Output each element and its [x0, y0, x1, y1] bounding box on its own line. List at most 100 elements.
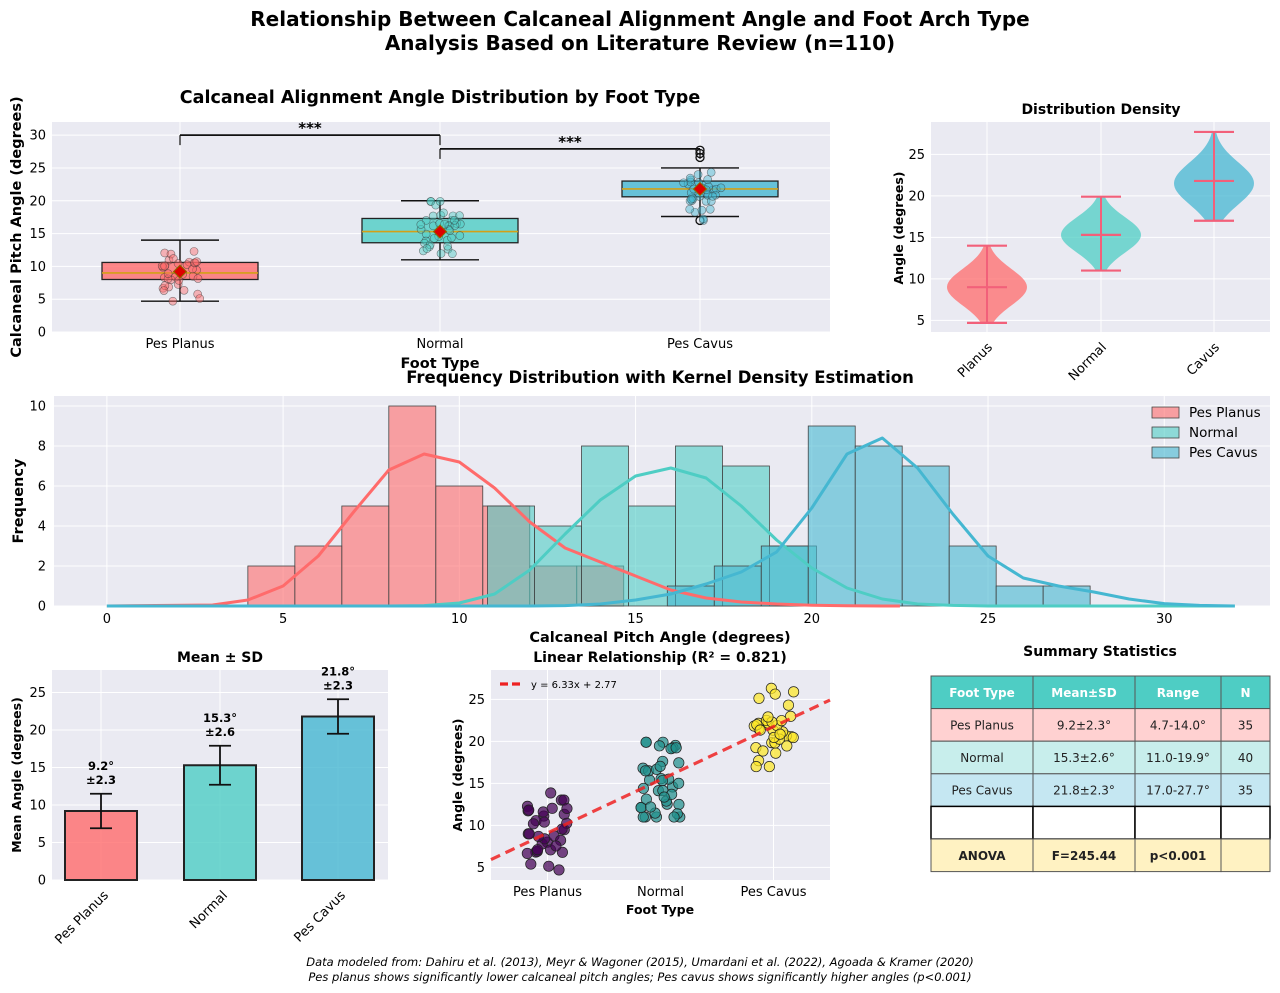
- table-cell-text: 35: [1238, 718, 1253, 732]
- scatter-point: [782, 699, 795, 711]
- y-tick-label: 10: [29, 799, 46, 814]
- table-header-cell-text: Mean±SD: [1051, 686, 1116, 700]
- y-axis-label: Mean Angle (degrees): [9, 697, 24, 853]
- histogram-bar: [534, 525, 582, 607]
- jitter-point: [159, 286, 169, 295]
- kde-curve: [106, 436, 1235, 608]
- table-cell: [1032, 773, 1136, 807]
- jitter-point: [163, 269, 173, 278]
- jitter-point: [436, 210, 446, 220]
- table-cell-text: ANOVA: [959, 849, 1007, 863]
- jitter-point: [716, 183, 726, 193]
- y-tick-label: 4: [38, 520, 46, 535]
- jitter-point: [679, 178, 688, 188]
- jitter-point: [416, 220, 426, 229]
- legend-swatch: [1151, 446, 1180, 459]
- scatter-point: [673, 798, 685, 811]
- jitter-point: [169, 254, 178, 263]
- jitter-point: [420, 238, 429, 248]
- scatter-regression-panel: 5 10 15 20 25 Linear Relationship (R² = 0.821…: [450, 650, 831, 917]
- x-tick-label: Pes Planus: [52, 888, 112, 948]
- table-cell-text: 9.2±2.3°: [1057, 718, 1111, 732]
- scatter-point: [538, 816, 550, 828]
- jitter-point: [195, 294, 205, 303]
- mean-marker: [692, 181, 708, 197]
- scatter-point: [770, 747, 782, 759]
- y-tick-label: 5: [38, 836, 46, 851]
- y-axis-label: Frequency: [11, 458, 27, 543]
- table-cell-text: 40: [1238, 751, 1253, 765]
- y-tick-label: 20: [29, 724, 46, 739]
- scatter-point: [639, 765, 652, 777]
- x-tick-label: Normal: [187, 888, 231, 932]
- scatter-point: [640, 736, 652, 748]
- jitter-point: [697, 205, 707, 215]
- y-tick-label: 5: [917, 314, 925, 329]
- table-cell: [930, 708, 1034, 742]
- jitter-point: [705, 204, 715, 214]
- jitter-point: [703, 175, 712, 184]
- scatter-point: [525, 858, 537, 870]
- jitter-point: [685, 204, 694, 214]
- scatter-point: [521, 847, 533, 859]
- y-tick-label: 25: [29, 686, 46, 701]
- y-tick-label: 20: [468, 735, 485, 750]
- x-tick-label: 10: [451, 612, 468, 627]
- x-tick-label: 30: [1156, 612, 1173, 627]
- table-cell: [1220, 675, 1271, 710]
- x-axis-label: Foot Type: [626, 902, 694, 917]
- mean-marker: [432, 224, 448, 239]
- x-tick-label: Pes Cavus: [740, 885, 806, 900]
- bar-value-label: 21.8°: [321, 664, 355, 678]
- scatter-point: [523, 804, 535, 816]
- jitter-point: [690, 207, 700, 217]
- y-tick-label: 10: [29, 260, 46, 275]
- jitter-point: [193, 274, 203, 283]
- table-cell: [930, 838, 1034, 873]
- scatter-point: [788, 686, 800, 698]
- scatter-point: [545, 787, 557, 799]
- y-tick-label: 15: [29, 227, 46, 242]
- jitter-point: [188, 271, 198, 281]
- legend-swatch: [1151, 426, 1180, 439]
- x-axis-label: Calcaneal Pitch Angle (degrees): [529, 630, 790, 646]
- jitter-point: [439, 208, 448, 218]
- table-cell-text: p<0.001: [1150, 849, 1207, 863]
- jitter-point: [166, 249, 176, 259]
- scatter-point: [654, 760, 666, 772]
- scatter-point: [668, 811, 680, 823]
- jitter-point: [447, 233, 456, 243]
- bar-sd-label: ±2.3: [86, 773, 116, 787]
- y-tick-label: 10: [468, 819, 485, 834]
- jitter-point: [698, 214, 708, 224]
- jitter-point: [708, 191, 717, 201]
- scatter-point: [653, 740, 665, 752]
- jitter-point: [160, 248, 170, 258]
- table-cell: [930, 675, 1034, 710]
- y-tick-label: 2: [38, 560, 46, 575]
- jitter-point: [160, 261, 169, 271]
- histogram-panel: 0 2 4 6 8 10 0 5 10 15 20 25 30 Frequency Distributio…: [11, 368, 1270, 646]
- scatter-point: [673, 777, 685, 789]
- scatter-point: [769, 688, 781, 700]
- regression-line: [490, 698, 831, 861]
- x-tick-label: Normal: [1066, 340, 1110, 384]
- bar-value-label: 9.2°: [88, 759, 114, 773]
- bar-value-label: 15.3°: [203, 711, 237, 725]
- table-header-cell-text: Foot Type: [949, 686, 1014, 700]
- table-header-cell-text: Range: [1157, 686, 1200, 700]
- jitter-point: [179, 286, 189, 295]
- kde-curve: [106, 452, 900, 608]
- legend-label: Pes Cavus: [1189, 445, 1258, 461]
- y-tick-label: 25: [29, 161, 46, 176]
- jitter-point: [435, 197, 445, 206]
- jitter-point: [455, 231, 465, 240]
- legend-regression-label: y = 6.33x + 2.77: [531, 680, 617, 691]
- jitter-point: [428, 211, 438, 221]
- jitter-point: [422, 244, 432, 253]
- x-tick-label: Normal: [416, 337, 463, 352]
- scatter-point: [527, 818, 539, 830]
- scatter-point: [637, 811, 649, 823]
- scatter-point: [762, 711, 774, 723]
